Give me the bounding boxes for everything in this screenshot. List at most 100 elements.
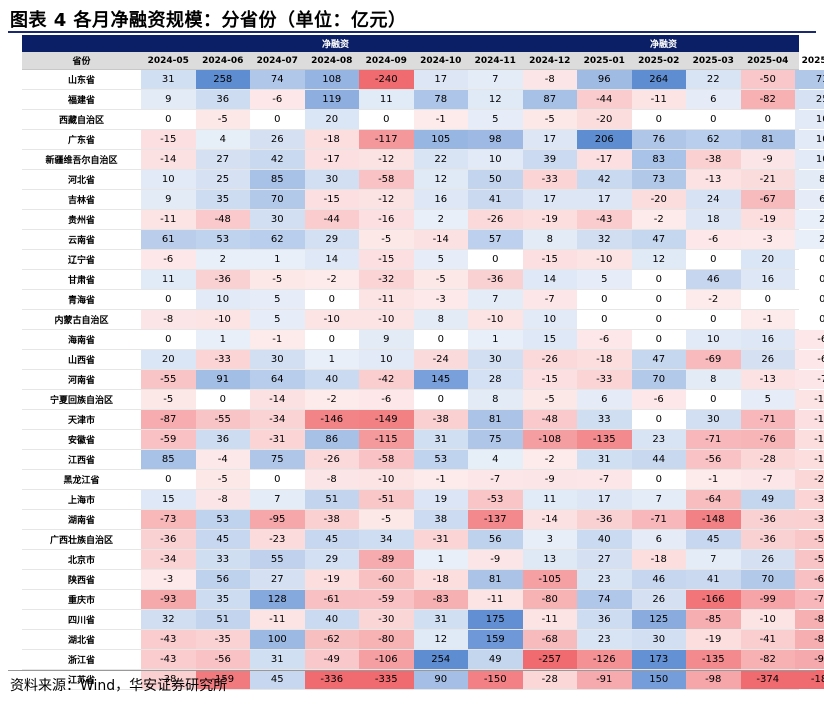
table-cell: -159: [195, 670, 250, 689]
table-cell: 31: [413, 430, 468, 449]
table-cell: 14: [522, 270, 577, 289]
table-row: 贵州省 -11 -48 30 -44 -16 2 -26 -19 -43 -2 18 -19 2: [22, 210, 824, 230]
table-cell: -6: [631, 390, 686, 409]
table-cell: 27: [195, 150, 250, 169]
table-cell: -10: [304, 310, 359, 329]
table-cell: -38: [795, 510, 824, 529]
table-cell: -43: [141, 630, 196, 649]
table-cell: -5: [359, 510, 414, 529]
table-cell: -19: [522, 210, 577, 229]
table-cell: 81: [740, 130, 795, 149]
table-row: 宁夏回族自治区-50-14-2-608-56-605-10: [22, 390, 824, 410]
row-province: 甘肃省: [67, 276, 95, 286]
header-month: 2024-09: [365, 55, 407, 66]
table-cell: 159: [468, 630, 523, 649]
table-cell: 100: [250, 630, 305, 649]
table-cell: 0: [686, 250, 741, 269]
row-province: 江西省: [67, 456, 95, 466]
table-cell: -26: [468, 210, 523, 229]
table-cell: 36: [195, 430, 250, 449]
title-rule: [8, 31, 816, 33]
table-cell: -71: [686, 430, 741, 449]
header-month: 2024-06: [202, 55, 244, 66]
table-cell: 25: [195, 170, 250, 189]
table-cell: -59: [141, 430, 196, 449]
row-province: 云南省: [67, 236, 95, 246]
table-cell: -67: [740, 190, 795, 209]
table-cell: -59: [359, 590, 414, 609]
table-cell: 0: [250, 470, 305, 489]
table-cell: 0: [250, 110, 305, 129]
table-cell: -106: [359, 650, 414, 669]
table-cell: 83: [631, 150, 686, 169]
table-cell: -30: [359, 610, 414, 629]
table-cell: 62: [250, 230, 305, 249]
table-cell: 17: [577, 190, 632, 209]
table-cell: -21: [740, 170, 795, 189]
table-cell: 30: [686, 410, 741, 429]
table-cell: -50: [740, 70, 795, 89]
row-province: 广东省: [67, 136, 95, 146]
table-cell: -38: [304, 510, 359, 529]
table-cell: 17: [413, 70, 468, 89]
table-cell: -71: [795, 590, 824, 609]
table-cell: 6: [577, 390, 632, 409]
table-cell: -11: [468, 590, 523, 609]
table-cell: -146: [304, 410, 359, 429]
table-cell: 29: [304, 230, 359, 249]
table-cell: -336: [304, 670, 359, 689]
table-cell: 264: [631, 70, 686, 89]
table-cell: -9: [468, 550, 523, 569]
header-month: 2025-03: [692, 55, 734, 66]
table-cell: -13: [740, 370, 795, 389]
table-cell: 33: [577, 410, 632, 429]
row-province: 四川省: [67, 616, 95, 626]
table-cell: -11: [359, 290, 414, 309]
table-cell: 51: [195, 610, 250, 629]
table-cell: -18: [304, 130, 359, 149]
table-cell: 108: [304, 70, 359, 89]
row-province: 青海省: [67, 296, 95, 306]
table-cell: -11: [141, 210, 196, 229]
table-cell: 40: [304, 370, 359, 389]
table-cell: 0: [468, 250, 523, 269]
table-cell: -137: [468, 510, 523, 529]
table-cell: 85: [250, 170, 305, 189]
header-month: 2024-08: [311, 55, 353, 66]
table-cell: 73: [631, 170, 686, 189]
table-cell: -64: [686, 490, 741, 509]
table-cell: -15: [522, 250, 577, 269]
table-cell: 125: [631, 610, 686, 629]
table-cell: 258: [195, 70, 250, 89]
table-cell: 0: [141, 470, 196, 489]
table-cell: -7: [795, 370, 824, 389]
table-cell: -95: [250, 510, 305, 529]
table-cell: -7: [468, 470, 523, 489]
table-cell: -36: [468, 270, 523, 289]
table-cell: -89: [359, 550, 414, 569]
table-cell: -6: [686, 230, 741, 249]
header-month: 2025-01: [583, 55, 625, 66]
table-cell: 7: [250, 490, 305, 509]
table-cell: 31: [577, 450, 632, 469]
table-cell: 57: [468, 230, 523, 249]
table-cell: -10: [359, 470, 414, 489]
table-cell: 28: [468, 370, 523, 389]
row-province: 山西省: [67, 356, 95, 366]
table-cell: -126: [577, 650, 632, 669]
table-cell: -73: [141, 510, 196, 529]
table-cell: 81: [468, 570, 523, 589]
table-cell: -51: [359, 490, 414, 509]
table-cell: 23: [631, 430, 686, 449]
table-cell: -24: [413, 350, 468, 369]
table-cell: 0: [795, 270, 824, 289]
table-cell: -42: [359, 370, 414, 389]
table-cell: -2: [304, 270, 359, 289]
table-cell: 85: [141, 450, 196, 469]
row-province: 海南省: [67, 336, 95, 346]
table-cell: 14: [304, 250, 359, 269]
